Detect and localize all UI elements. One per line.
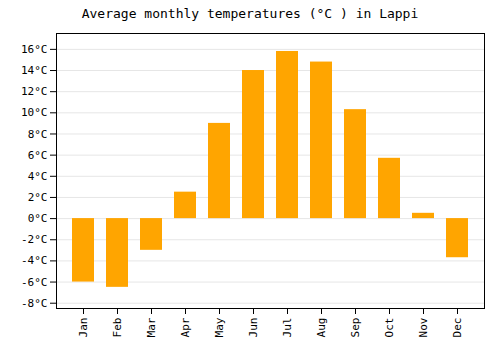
svg-text:2°C: 2°C [28,191,48,204]
svg-text:Jun: Jun [247,318,260,338]
svg-text:Feb: Feb [111,318,124,338]
svg-text:Jul: Jul [281,318,294,338]
svg-text:Jan: Jan [77,318,90,338]
svg-text:Apr: Apr [179,317,192,337]
svg-text:14°C: 14°C [21,64,48,77]
svg-text:Sep: Sep [349,318,362,338]
svg-text:-8°C: -8°C [21,297,48,310]
svg-text:Dec: Dec [451,318,464,338]
svg-text:Aug: Aug [315,318,328,338]
svg-text:6°C: 6°C [28,149,48,162]
svg-text:0°C: 0°C [28,212,48,225]
svg-text:Mar: Mar [145,317,158,337]
svg-text:4°C: 4°C [28,170,48,183]
svg-text:Oct: Oct [383,318,396,338]
svg-text:10°C: 10°C [21,106,48,119]
svg-text:-6°C: -6°C [21,276,48,289]
svg-text:12°C: 12°C [21,85,48,98]
svg-text:-4°C: -4°C [21,254,48,267]
svg-text:16°C: 16°C [21,43,48,56]
svg-text:Nov: Nov [417,317,430,337]
html-text:Average monthly temperatures (: Average monthly temperatures (°C ) in La… [81,6,419,21]
svg-text:-2°C: -2°C [21,233,48,246]
svg-text:May: May [213,317,226,337]
svg-text:8°C: 8°C [28,128,48,141]
